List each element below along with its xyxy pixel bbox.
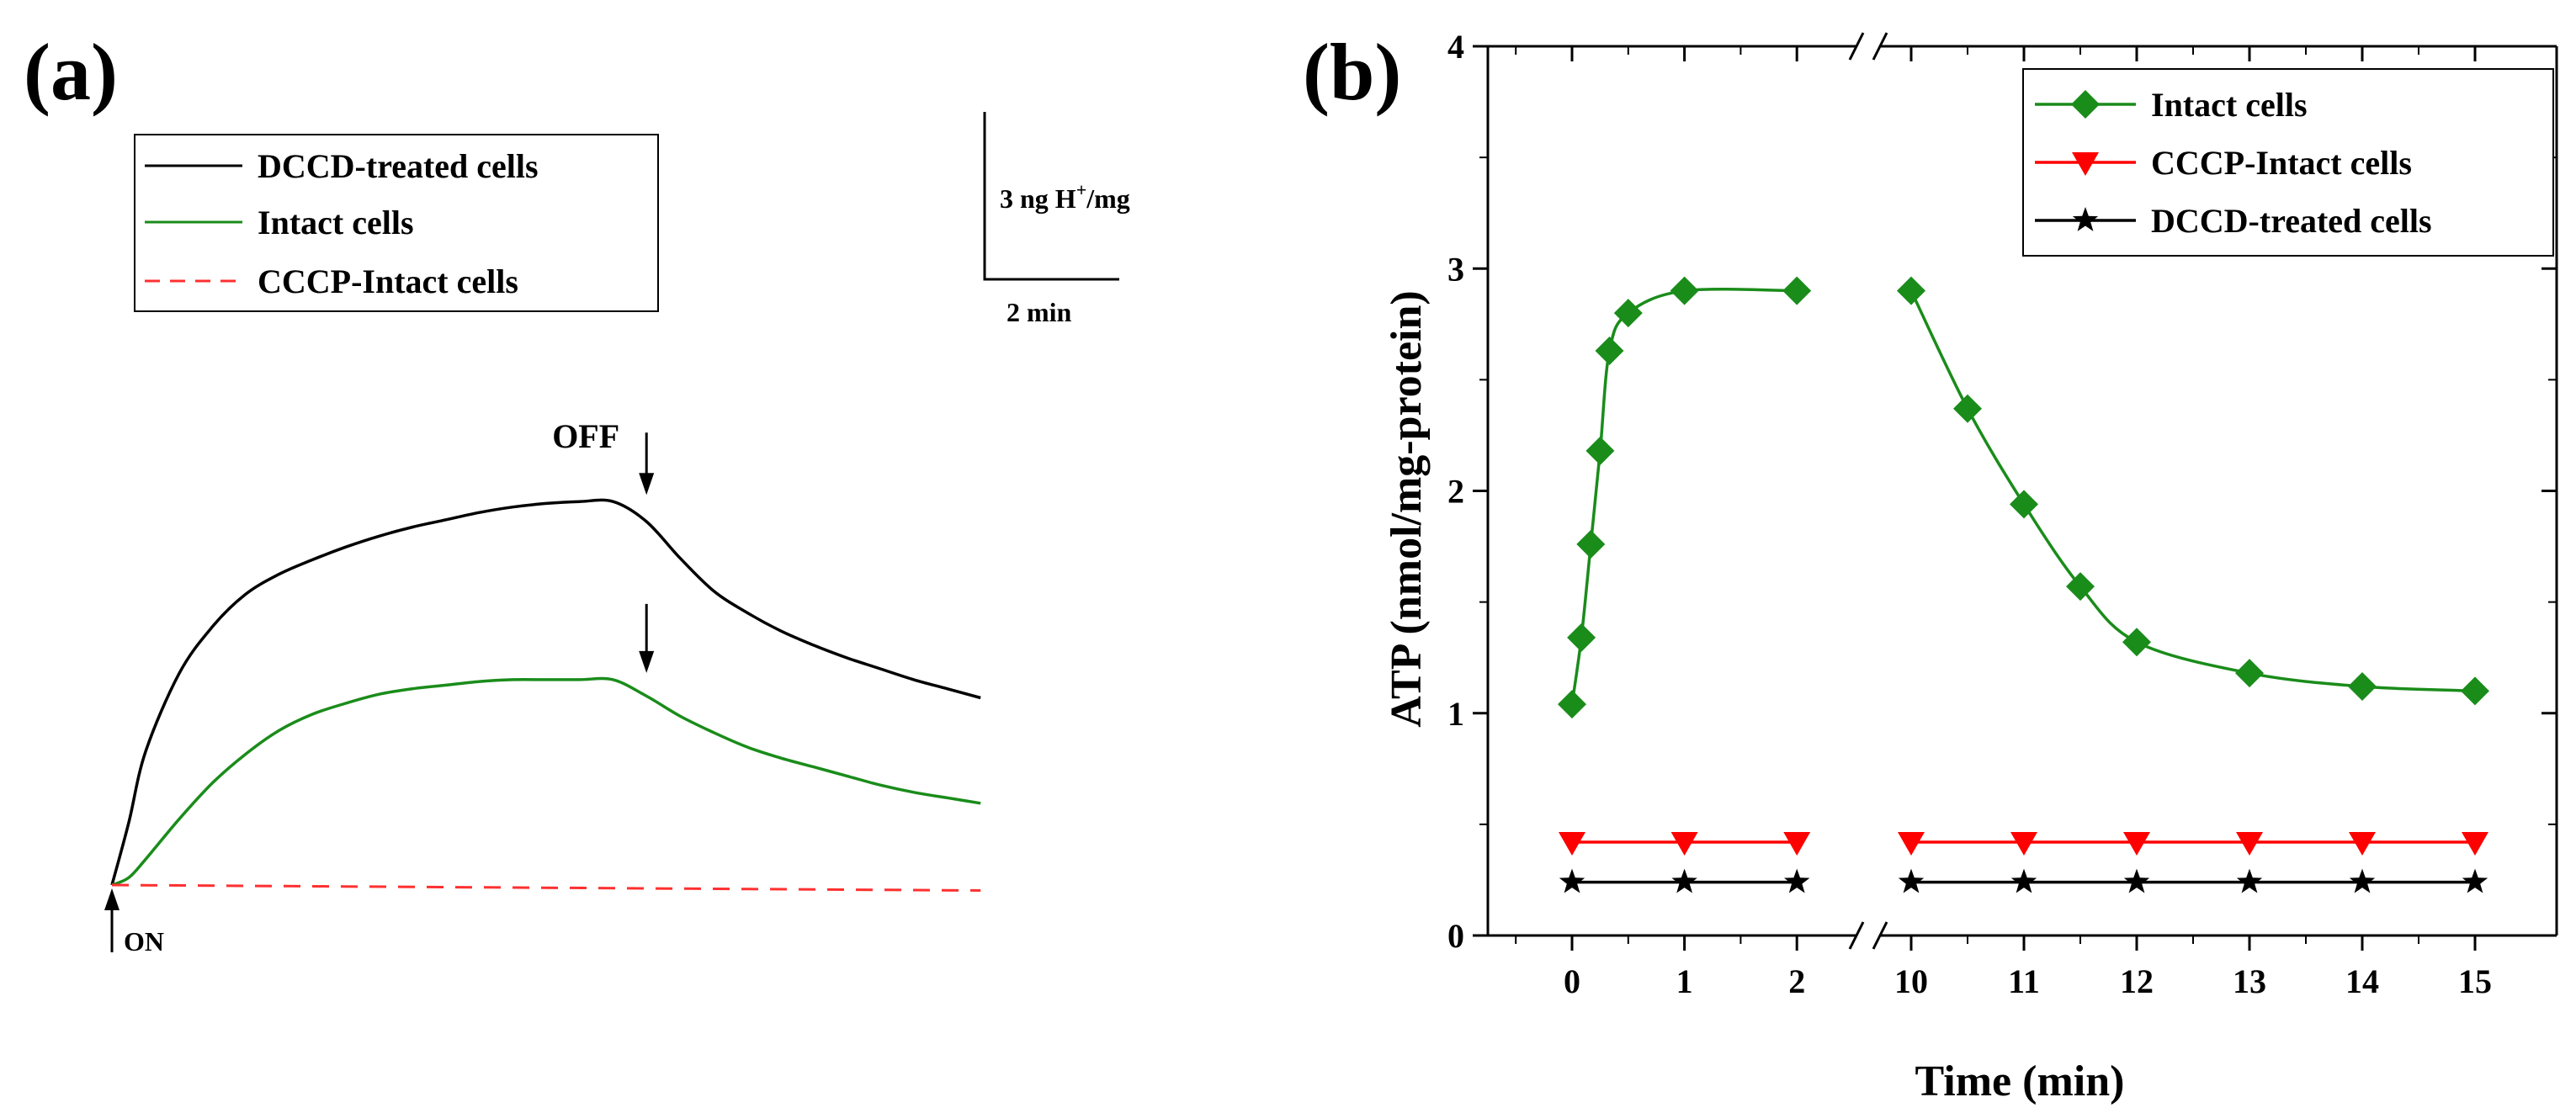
panel-b-point bbox=[2462, 832, 2488, 856]
panel-b-point bbox=[2462, 868, 2488, 893]
panel-b-point bbox=[1670, 276, 1699, 305]
panel-b-point bbox=[1559, 868, 1585, 893]
panel-a-series-cccp bbox=[111, 883, 981, 892]
panel-b-point bbox=[2461, 676, 2489, 706]
panel-a-legend-label-intact: Intact cells bbox=[258, 204, 414, 241]
panel-b-legend: Intact cells CCCP-Intact cells DCCD-treate… bbox=[2022, 68, 2554, 257]
panel-b-point bbox=[2348, 672, 2377, 702]
panel-a-annotations: OFF ON bbox=[104, 417, 655, 957]
panel-b-point bbox=[1585, 436, 1615, 465]
panel-b-point bbox=[2349, 832, 2376, 856]
panel-a-on-label: ON bbox=[124, 926, 164, 957]
panel-b-series-2 bbox=[1559, 868, 2488, 893]
panel-a-on-arrow bbox=[104, 888, 120, 952]
panel-b-x-tick-label: 10 bbox=[1894, 962, 1928, 1000]
panel-a: (a) DCCD-treated cells Intact cells CCCP… bbox=[24, 27, 1130, 957]
panel-b-point bbox=[1670, 832, 1698, 856]
panel-b-axis-break-mark-bottom-0 bbox=[1848, 921, 1865, 950]
panel-b-y-tick-label: 4 bbox=[1447, 28, 1464, 66]
panel-a-legend-label-dccd: DCCD-treated cells bbox=[258, 147, 539, 185]
panel-b-point bbox=[1782, 276, 1812, 305]
panel-b-point bbox=[1559, 832, 1585, 856]
panel-b-x-tick-label: 15 bbox=[2458, 962, 2492, 1000]
panel-b-point bbox=[2010, 490, 2038, 519]
panel-b-point bbox=[1671, 868, 1697, 893]
panel-b-axis-break-mark-bottom-1 bbox=[1872, 921, 1888, 950]
panel-b-x-axis-title: Time (min) bbox=[1915, 1057, 2125, 1105]
panel-b-point bbox=[1953, 394, 1982, 423]
panel-b-frame bbox=[1486, 32, 2558, 950]
panel-b-y-tick-label: 2 bbox=[1447, 473, 1464, 511]
panel-b-legend-label-2: DCCD-treated cells bbox=[2151, 202, 2432, 240]
panel-a-scale-bar-x-label: 2 min bbox=[1006, 297, 1072, 327]
panel-b-point bbox=[2010, 868, 2037, 893]
panel-b-point bbox=[1576, 529, 1606, 559]
panel-b-point bbox=[2066, 572, 2095, 602]
panel-b-series bbox=[1558, 276, 2489, 893]
panel-b-point bbox=[1783, 832, 1811, 856]
panel-b-point bbox=[2123, 868, 2150, 893]
panel-b-legend-label-0: Intact cells bbox=[2151, 86, 2308, 124]
panel-b-y-tick-label: 1 bbox=[1447, 695, 1464, 733]
panel-b-legend-marker-2 bbox=[2072, 207, 2099, 231]
panel-b-y-ticks: 0 1 2 3 4 bbox=[1447, 28, 2557, 955]
panel-b-legend-marker-0 bbox=[2071, 90, 2100, 119]
panel-b-point bbox=[1784, 868, 1810, 893]
panel-b-point bbox=[2236, 868, 2263, 893]
panel-a-off-arrow-intact bbox=[639, 603, 655, 673]
panel-b-point bbox=[2123, 832, 2150, 856]
panel-b-point bbox=[1558, 690, 1586, 719]
panel-a-scale-bar-lines bbox=[983, 112, 1119, 281]
panel-b-y-tick-label: 3 bbox=[1447, 250, 1464, 288]
panel-b-series-line-0-1 bbox=[1909, 289, 2476, 693]
panel-b-axis-break-mark-top-1 bbox=[1872, 32, 1888, 61]
panel-b-point bbox=[2349, 868, 2376, 893]
panel-b-label: (b) bbox=[1303, 27, 1401, 117]
panel-a-legend-label-cccp: CCCP-Intact cells bbox=[258, 262, 518, 300]
panel-b-point bbox=[1898, 868, 1925, 893]
panel-b-x-tick-label: 12 bbox=[2120, 962, 2154, 1000]
panel-b-x-tick-label: 2 bbox=[1788, 962, 1805, 1000]
panel-a-off-label: OFF bbox=[552, 417, 619, 455]
panel-a-off-arrow bbox=[639, 432, 655, 496]
panel-b-y-axis-title: ATP (nmol/mg-protein) bbox=[1383, 290, 1431, 728]
panel-a-scale-bar-y-label: 3 ng H+/mg bbox=[1000, 179, 1130, 214]
panel-b-series-1 bbox=[1559, 832, 2488, 856]
panel-b-point bbox=[1898, 832, 1925, 856]
panel-a-scale-bar: 3 ng H+/mg 2 min bbox=[983, 112, 1130, 327]
panel-b-axis-break-mark-top-0 bbox=[1848, 32, 1865, 61]
panel-a-label: (a) bbox=[24, 27, 118, 117]
panel-b-point bbox=[2010, 832, 2037, 856]
panel-b-point bbox=[1897, 276, 1925, 305]
panel-b-x-ticks: 0 1 2 10 11 12 13 14 15 bbox=[1515, 46, 2492, 1000]
panel-b-legend-marker-1 bbox=[2072, 152, 2099, 176]
panel-b-point bbox=[2236, 832, 2263, 856]
panel-b-point bbox=[2122, 628, 2151, 657]
panel-b-legend-label-1: CCCP-Intact cells bbox=[2151, 144, 2412, 182]
panel-b-x-tick-label: 1 bbox=[1676, 962, 1693, 1000]
panel-a-series-dccd bbox=[110, 498, 981, 886]
panel-b-series-0 bbox=[1558, 276, 2489, 719]
panel-a-traces bbox=[110, 498, 981, 892]
panel-b-point bbox=[2235, 659, 2264, 688]
panel-a-legend: DCCD-treated cells Intact cells CCCP-Int… bbox=[134, 134, 659, 312]
panel-b-x-tick-label: 0 bbox=[1564, 962, 1580, 1000]
panel-b-y-tick-label: 0 bbox=[1447, 917, 1464, 955]
panel-b-point bbox=[1567, 623, 1596, 652]
panel-b-point bbox=[1595, 337, 1624, 366]
panel-b-x-tick-label: 14 bbox=[2345, 962, 2379, 1000]
panel-a-legend-box bbox=[134, 134, 659, 312]
panel-b-point bbox=[1613, 299, 1643, 328]
panel-b-x-tick-label: 13 bbox=[2233, 962, 2266, 1000]
panel-b-x-tick-label: 11 bbox=[2008, 962, 2040, 1000]
panel-a-series-intact bbox=[111, 676, 981, 887]
